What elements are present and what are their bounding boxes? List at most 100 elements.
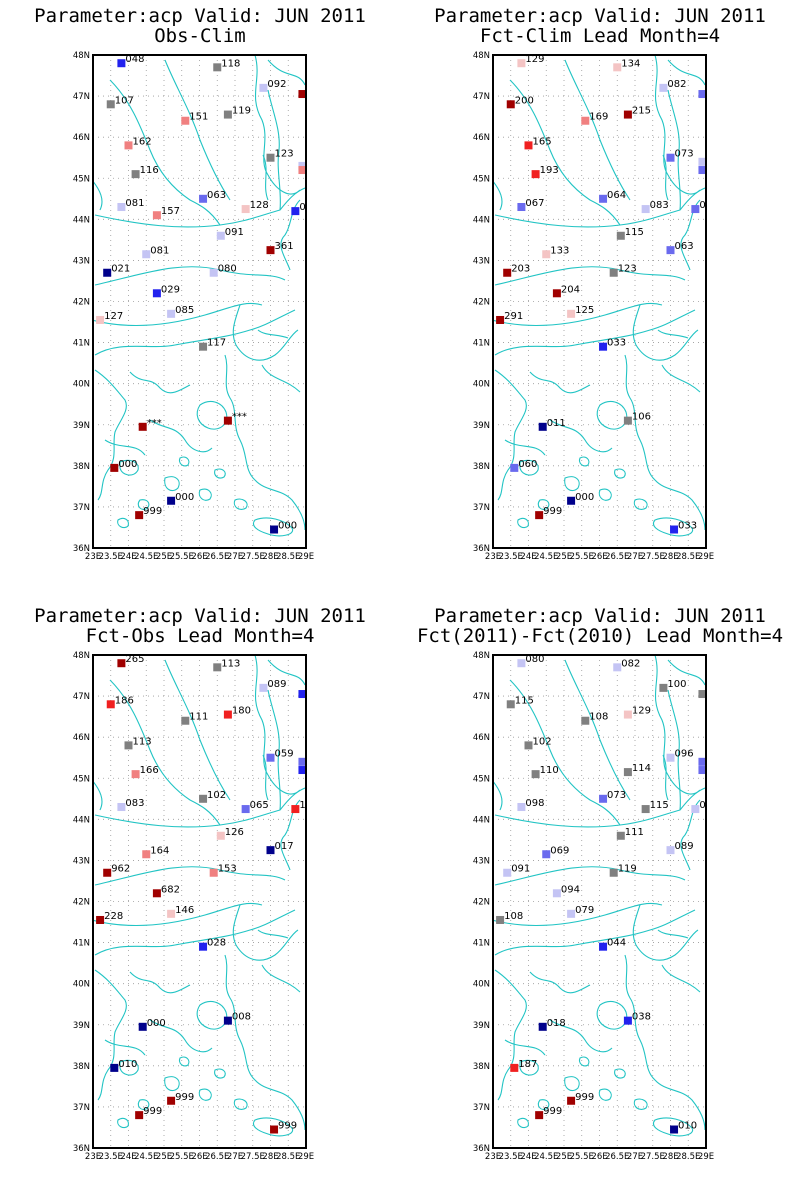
longitude-tick-label: 27E [227,1152,243,1162]
station-value-label: 083 [306,157,325,168]
longitude-tick-label: 26E [591,1152,607,1162]
station-value-label: 068 [706,761,725,772]
longitude-tick-label: 27.5E [241,1152,265,1162]
station-marker [517,803,526,812]
station-marker [117,659,126,668]
latitude-tick-label: 36N [73,544,90,554]
station-marker [616,231,625,240]
latitude-tick-label: 46N [73,133,90,143]
station-value-label: 038 [632,1012,651,1023]
latitude-tick-label: 40N [473,380,490,390]
latitude-tick-label: 48N [473,51,490,61]
longitude-tick-label: 23E [85,552,101,562]
station-marker [199,342,208,351]
station-value-label: 102 [207,790,226,801]
station-marker [167,909,176,918]
latitude-tick-label: 44N [73,815,90,825]
station-marker [670,1125,679,1134]
station-value-label: 113 [221,658,240,669]
station-marker [124,141,133,150]
station-value-label: 094 [561,884,580,895]
station-marker [298,161,306,170]
station-marker [152,211,161,220]
panel-subtitle: Fct-Clim Lead Month=4 [480,25,720,47]
station-marker [199,794,208,803]
latitude-tick-label: 45N [473,774,490,784]
station-marker [623,110,632,119]
station-marker [698,766,706,775]
latitude-tick-label: 43N [473,856,490,866]
station-marker [531,770,540,779]
station-marker [599,942,608,951]
station-marker [167,309,176,318]
latitude-tick-label: 47N [473,692,490,702]
station-marker [291,805,300,814]
latitude-tick-label: 48N [73,51,90,61]
latitude-tick-label: 43N [73,256,90,266]
map-frame [92,654,307,1149]
longitude-tick-label: 23E [485,1152,501,1162]
latitude-tick-label: 36N [473,1144,490,1154]
latitude-tick-label: 44N [473,815,490,825]
station-value-label: 080 [525,654,544,665]
panel-title: Parameter:acp Valid: JUN 2011 [34,5,366,27]
station-value-label: 096 [675,749,694,760]
station-value-label: 115 [625,227,644,238]
station-value-label: 107 [115,95,134,106]
station-value-label: 040 [299,202,318,213]
station-value-label: 032 [306,685,325,696]
station-marker [223,1016,232,1025]
latitude-tick-label: 40N [473,980,490,990]
station-marker [517,59,526,68]
station-marker [506,700,515,709]
longitude-tick-label: 25E [556,1152,572,1162]
station-marker [691,205,700,214]
latitude-tick-label: 39N [473,421,490,431]
latitude-tick-label: 44N [473,215,490,225]
station-value-label: 116 [140,165,159,176]
longitude-tick-label: 25E [556,552,572,562]
station-marker [567,496,576,505]
station-marker [223,710,232,719]
latitude-tick-label: 46N [73,733,90,743]
latitude-tick-label: 41N [473,939,490,949]
station-value-label: 133 [550,245,569,256]
station-marker [216,231,225,240]
station-marker [599,342,608,351]
station-value-label: 074 [699,200,718,211]
station-value-label: 000 [147,1018,166,1029]
station-value-label: 162 [133,136,152,147]
station-marker [666,246,675,255]
longitude-tick-label: 26.5E [605,1152,629,1162]
station-marker [659,83,668,92]
station-marker [623,416,632,425]
longitude-tick-label: 28E [262,552,278,562]
station-value-label: 113 [133,736,152,747]
station-value-label: 146 [175,905,194,916]
panel-title: Parameter:acp Valid: JUN 2011 [34,605,366,627]
station-marker [266,753,275,762]
station-value-label: 361 [275,241,294,252]
station-marker [542,250,551,259]
latitude-tick-label: 42N [73,298,90,308]
station-marker [110,1063,119,1072]
station-marker [659,683,668,692]
latitude-tick-label: 48N [473,651,490,661]
longitude-tick-label: 24E [520,1152,536,1162]
station-value-label: 000 [175,492,194,503]
station-value-label: 123 [618,264,637,275]
station-marker [531,170,540,179]
station-value-label: 064 [607,190,626,201]
station-marker [96,915,105,924]
station-value-label: 169 [589,112,608,123]
station-marker [666,753,675,762]
station-value-label: 044 [607,938,626,949]
station-marker [698,757,706,766]
panel-subtitle: Fct(2011)-Fct(2010) Lead Month=4 [417,625,783,647]
station-value-label: 102 [533,736,552,747]
station-value-label: 033 [678,521,697,532]
station-value-label: 999 [278,1121,297,1132]
station-value-label: 144 [306,161,325,172]
station-marker [691,805,700,814]
station-value-label: 134 [621,58,640,69]
